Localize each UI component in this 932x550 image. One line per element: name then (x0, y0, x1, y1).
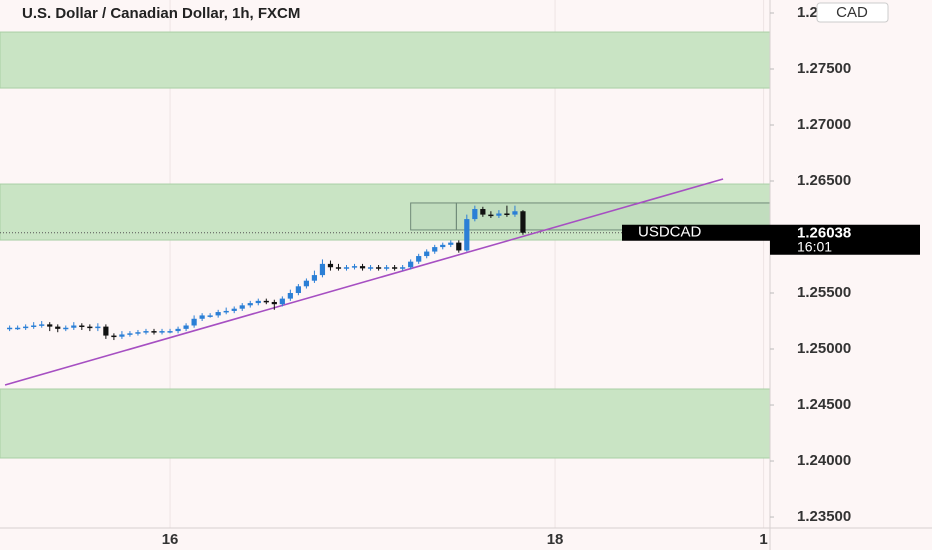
candle-body (375, 267, 382, 269)
candle-body (215, 312, 221, 316)
candle-body (504, 213, 510, 215)
candle-body (392, 267, 398, 269)
y-tick-label: 1.27500 (797, 60, 851, 77)
candle-body (175, 328, 181, 332)
candle-body (464, 219, 470, 251)
candle-body (311, 275, 318, 281)
currency-label: CAD (836, 4, 868, 21)
candle-body (512, 211, 518, 215)
candle-body (95, 326, 101, 329)
candle-body (127, 333, 133, 335)
candle-body (247, 303, 253, 306)
candle-body (287, 293, 293, 299)
candle-body (351, 266, 358, 268)
candle-body (303, 280, 309, 287)
candle-body (271, 301, 277, 305)
x-tick-label: 18 (547, 531, 564, 548)
candle-body (63, 327, 69, 330)
candle-body (47, 324, 53, 327)
candle-body (359, 266, 366, 269)
candle-body (384, 267, 390, 269)
candle-body (23, 326, 29, 329)
candle-body (135, 332, 141, 334)
candle-body (7, 327, 13, 330)
countdown-label: 16:01 (797, 238, 832, 254)
candle-body (55, 326, 61, 329)
candle-body (79, 325, 85, 327)
candle-body (199, 315, 205, 319)
y-tick-label: 1.24500 (797, 396, 851, 413)
candle-body (167, 331, 173, 333)
currency-badge (816, 2, 889, 23)
candle-body (279, 298, 285, 305)
candle-body (15, 327, 21, 330)
candle-body (159, 331, 165, 333)
range-box (410, 202, 457, 231)
candle-body (520, 211, 526, 233)
candle-body (263, 300, 269, 303)
candle-body (400, 267, 406, 269)
candle-body (472, 209, 478, 220)
candle-body (488, 214, 494, 217)
candle-body (416, 256, 422, 262)
candle-body (183, 325, 189, 329)
candle-body (448, 242, 454, 245)
chart-title: U.S. Dollar / Canadian Dollar, 1h, FXCM (22, 5, 300, 22)
candle-body (111, 335, 117, 338)
candle-body (31, 325, 37, 327)
candle-body (231, 308, 237, 311)
y-tick-label: 1.27000 (797, 116, 851, 133)
candle-body (480, 209, 486, 215)
candle-body (87, 326, 93, 329)
candle-body (456, 242, 462, 251)
candle-body (255, 300, 261, 304)
candle-body (319, 263, 326, 276)
candle-body (432, 247, 438, 252)
symbol-label: USDCAD (638, 224, 702, 241)
candle-body (367, 267, 374, 269)
candle-body (440, 244, 446, 248)
y-tick-label: 1.25000 (797, 340, 851, 357)
candle-body (239, 305, 245, 309)
candle-body (39, 324, 45, 326)
candle-body (496, 213, 502, 216)
candle-body (295, 286, 301, 294)
candle-body (327, 263, 334, 268)
candle-body (424, 251, 430, 257)
candle-body (119, 334, 125, 337)
y-tick-label: 1.23500 (797, 508, 851, 525)
candle-body (151, 331, 157, 333)
y-tick-label: 1.25500 (797, 284, 851, 301)
candle-body (207, 315, 213, 317)
candle-body (143, 331, 149, 333)
symbol-badge (622, 224, 770, 241)
y-tick-label: 1.26500 (797, 172, 851, 189)
x-tick-label: 1 (759, 531, 767, 548)
candle-body (408, 261, 414, 268)
x-tick-label: 16 (162, 531, 179, 548)
price-badge (770, 224, 920, 255)
candle-body (343, 267, 350, 269)
zone (0, 388, 771, 459)
price-label: 1.26038 (797, 225, 851, 242)
candle-body (191, 318, 197, 326)
trendline (4, 178, 724, 386)
candle-body (103, 326, 109, 336)
zone (0, 31, 771, 89)
candle-body (223, 310, 229, 313)
candle-body (71, 325, 77, 328)
candle-body (335, 267, 342, 269)
y-tick-label: 1.24000 (797, 452, 851, 469)
